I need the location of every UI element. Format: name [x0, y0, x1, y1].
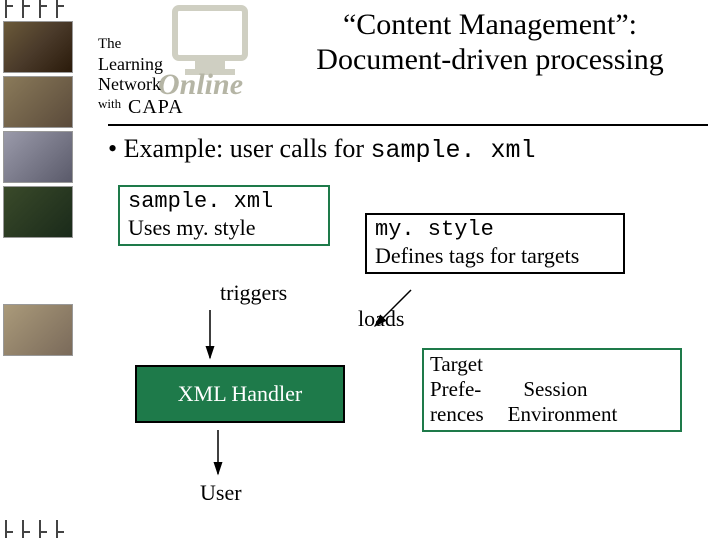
logo-the: The	[98, 36, 121, 53]
title-underline	[108, 124, 708, 126]
bullet-text: • Example: user calls for	[108, 134, 371, 163]
logo-with: with	[98, 96, 121, 112]
thumbnail	[3, 186, 73, 238]
bullet-example: • Example: user calls for sample. xml	[108, 134, 536, 165]
thumbnail	[3, 21, 73, 73]
label-triggers: triggers	[220, 280, 287, 306]
thumbnail	[3, 131, 73, 183]
logo-learning: Learning	[98, 54, 163, 75]
box-mystyle-line1: my. style	[375, 217, 615, 243]
box-mystyle: my. style Defines tags for targets	[365, 213, 625, 274]
box-xml-handler: XML Handler	[135, 365, 345, 423]
label-user: User	[200, 480, 242, 506]
thumbnail	[3, 76, 73, 128]
label-loads: loads	[358, 306, 404, 332]
box-sample-xml: sample. xml Uses my. style	[118, 185, 330, 246]
page-title: “Content Management”: Document-driven pr…	[290, 8, 690, 77]
target-l3a: rences	[430, 402, 484, 427]
box-sample-line1: sample. xml	[128, 189, 320, 215]
logo-network: Network	[98, 74, 161, 95]
box-target: Target Prefe- Session rences Environment	[422, 348, 682, 432]
logo-capa: CAPA	[128, 96, 184, 119]
box-sample-line2: Uses my. style	[128, 215, 320, 241]
bullet-code: sample. xml	[371, 136, 536, 165]
target-l3b: Environment	[508, 402, 618, 427]
target-l2b: Session	[523, 377, 587, 402]
target-line1: Target	[430, 352, 674, 377]
logo: Online The Learning Network with CAPA	[95, 8, 285, 128]
box-xml-handler-text: XML Handler	[178, 381, 302, 406]
box-mystyle-line2: Defines tags for targets	[375, 243, 615, 269]
sidebar-photos	[0, 0, 75, 540]
thumbnail	[3, 304, 73, 356]
target-l2a: Prefe-	[430, 377, 481, 402]
